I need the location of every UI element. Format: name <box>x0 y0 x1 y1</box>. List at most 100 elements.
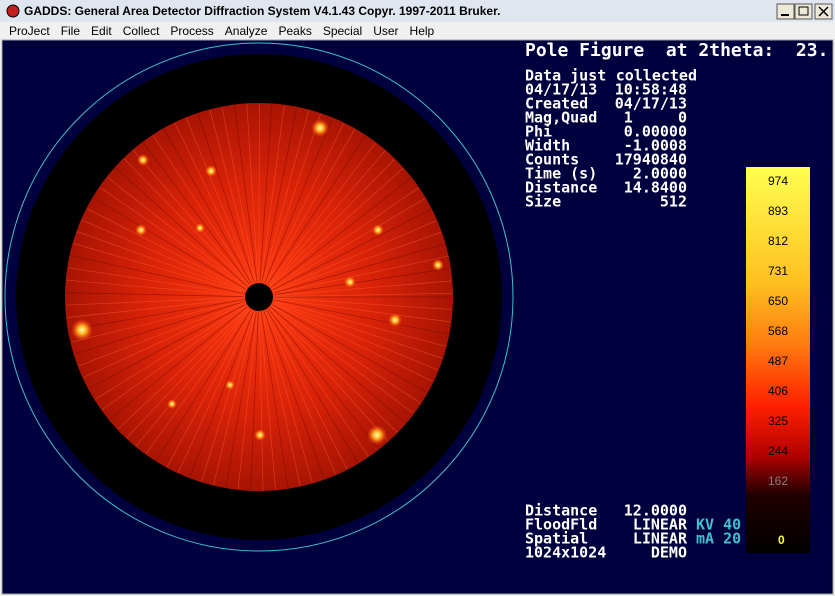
menu-item[interactable]: User <box>373 24 398 38</box>
ray <box>68 299 244 331</box>
menu-item[interactable]: File <box>61 24 81 38</box>
ray <box>268 309 379 449</box>
ray <box>270 307 398 433</box>
ray <box>264 311 325 479</box>
footer-extra: mA 20 <box>696 530 741 548</box>
ray <box>270 307 406 424</box>
info-label: Time (s) <box>525 165 597 183</box>
ray <box>221 107 257 282</box>
reflection-spot <box>344 276 356 288</box>
menu-item[interactable]: Special <box>323 24 362 38</box>
info-label: Width <box>525 137 570 155</box>
ray <box>66 297 244 306</box>
ray <box>71 300 244 343</box>
close-glyph <box>818 6 829 17</box>
title-bar <box>0 0 835 22</box>
ray <box>93 197 246 290</box>
color-scale-label: 812 <box>768 234 788 248</box>
ray <box>274 292 452 298</box>
ray <box>266 310 359 463</box>
ray <box>237 312 258 489</box>
ray <box>87 208 245 290</box>
ray <box>201 312 255 482</box>
minimize-button[interactable] <box>776 3 795 20</box>
info-value: collected <box>616 67 697 85</box>
footer-label: Spatial <box>525 530 588 548</box>
ray <box>265 311 348 469</box>
header: Pole Figure at 2theta: 23. <box>525 40 828 61</box>
color-scale-label: 0 <box>778 533 785 547</box>
reflection-spot <box>311 119 329 137</box>
color-scale-labels: 974 893 812 731 650 568 487 406 325 244 162 0 <box>768 174 788 547</box>
ray <box>266 129 355 284</box>
ray <box>264 118 333 283</box>
menu-item[interactable]: Process <box>170 24 213 38</box>
ray <box>163 128 252 284</box>
window-buttons <box>776 3 833 20</box>
ray <box>209 110 256 282</box>
window-title: GADDS: General Area Detector Diffraction… <box>24 4 500 18</box>
ray <box>269 308 389 441</box>
color-scale-label: 650 <box>768 294 788 308</box>
reflection-spot <box>205 165 217 177</box>
ray <box>174 123 253 283</box>
ray <box>81 219 245 291</box>
ray <box>99 187 247 289</box>
ray <box>77 231 245 292</box>
ray <box>269 159 395 286</box>
maximize-button[interactable] <box>794 3 813 20</box>
reflections <box>71 119 444 445</box>
reflection-spot <box>195 223 205 233</box>
reflection-spot <box>137 154 149 166</box>
ray <box>274 300 446 347</box>
menu-item[interactable]: ProJect <box>9 24 50 38</box>
ray <box>272 198 426 290</box>
info-value: 1 0 <box>624 109 687 127</box>
ray <box>258 312 264 490</box>
ray <box>260 105 285 282</box>
ray <box>268 142 376 285</box>
ray <box>135 309 250 447</box>
app-icon <box>6 4 20 18</box>
info-label: Size <box>525 193 561 211</box>
info-label: Mag,Quad <box>525 109 597 127</box>
footer-extra: KV 40 <box>696 516 741 534</box>
info-value: 04/17/13 <box>615 95 687 113</box>
footer-value: LINEAR <box>633 516 688 534</box>
reflection-spot <box>388 313 402 327</box>
detector-image <box>4 42 514 552</box>
ray <box>156 310 251 461</box>
ray <box>109 306 247 420</box>
info-label: Distance <box>525 179 597 197</box>
ray <box>186 118 254 283</box>
ray <box>73 243 244 293</box>
ray <box>102 306 247 410</box>
menu-item[interactable]: Analyze <box>225 24 268 38</box>
menu: ProJect File Edit Collect Process Analyze Peak… <box>9 24 435 38</box>
ray <box>189 311 254 478</box>
menu-bar <box>0 22 835 40</box>
menu-item[interactable]: Help <box>410 24 435 38</box>
menu-item[interactable]: Peaks <box>278 24 311 38</box>
info-value: 0.00000 <box>624 123 687 141</box>
footer-label: 1024x1024 <box>525 544 606 562</box>
ray <box>225 312 257 488</box>
ray <box>273 231 441 292</box>
ray <box>272 304 427 393</box>
menu-item[interactable]: Collect <box>123 24 160 38</box>
ray <box>115 167 248 287</box>
ray <box>246 104 259 282</box>
ray <box>142 142 250 285</box>
color-scale-label: 731 <box>768 264 788 278</box>
ray <box>88 304 246 389</box>
ray <box>70 255 244 294</box>
ray <box>269 150 386 286</box>
ray <box>272 187 419 289</box>
ray <box>274 298 451 323</box>
ray <box>274 255 448 294</box>
ray <box>274 299 449 335</box>
color-scale-label: 487 <box>768 354 788 368</box>
menu-item[interactable]: Edit <box>91 24 112 38</box>
